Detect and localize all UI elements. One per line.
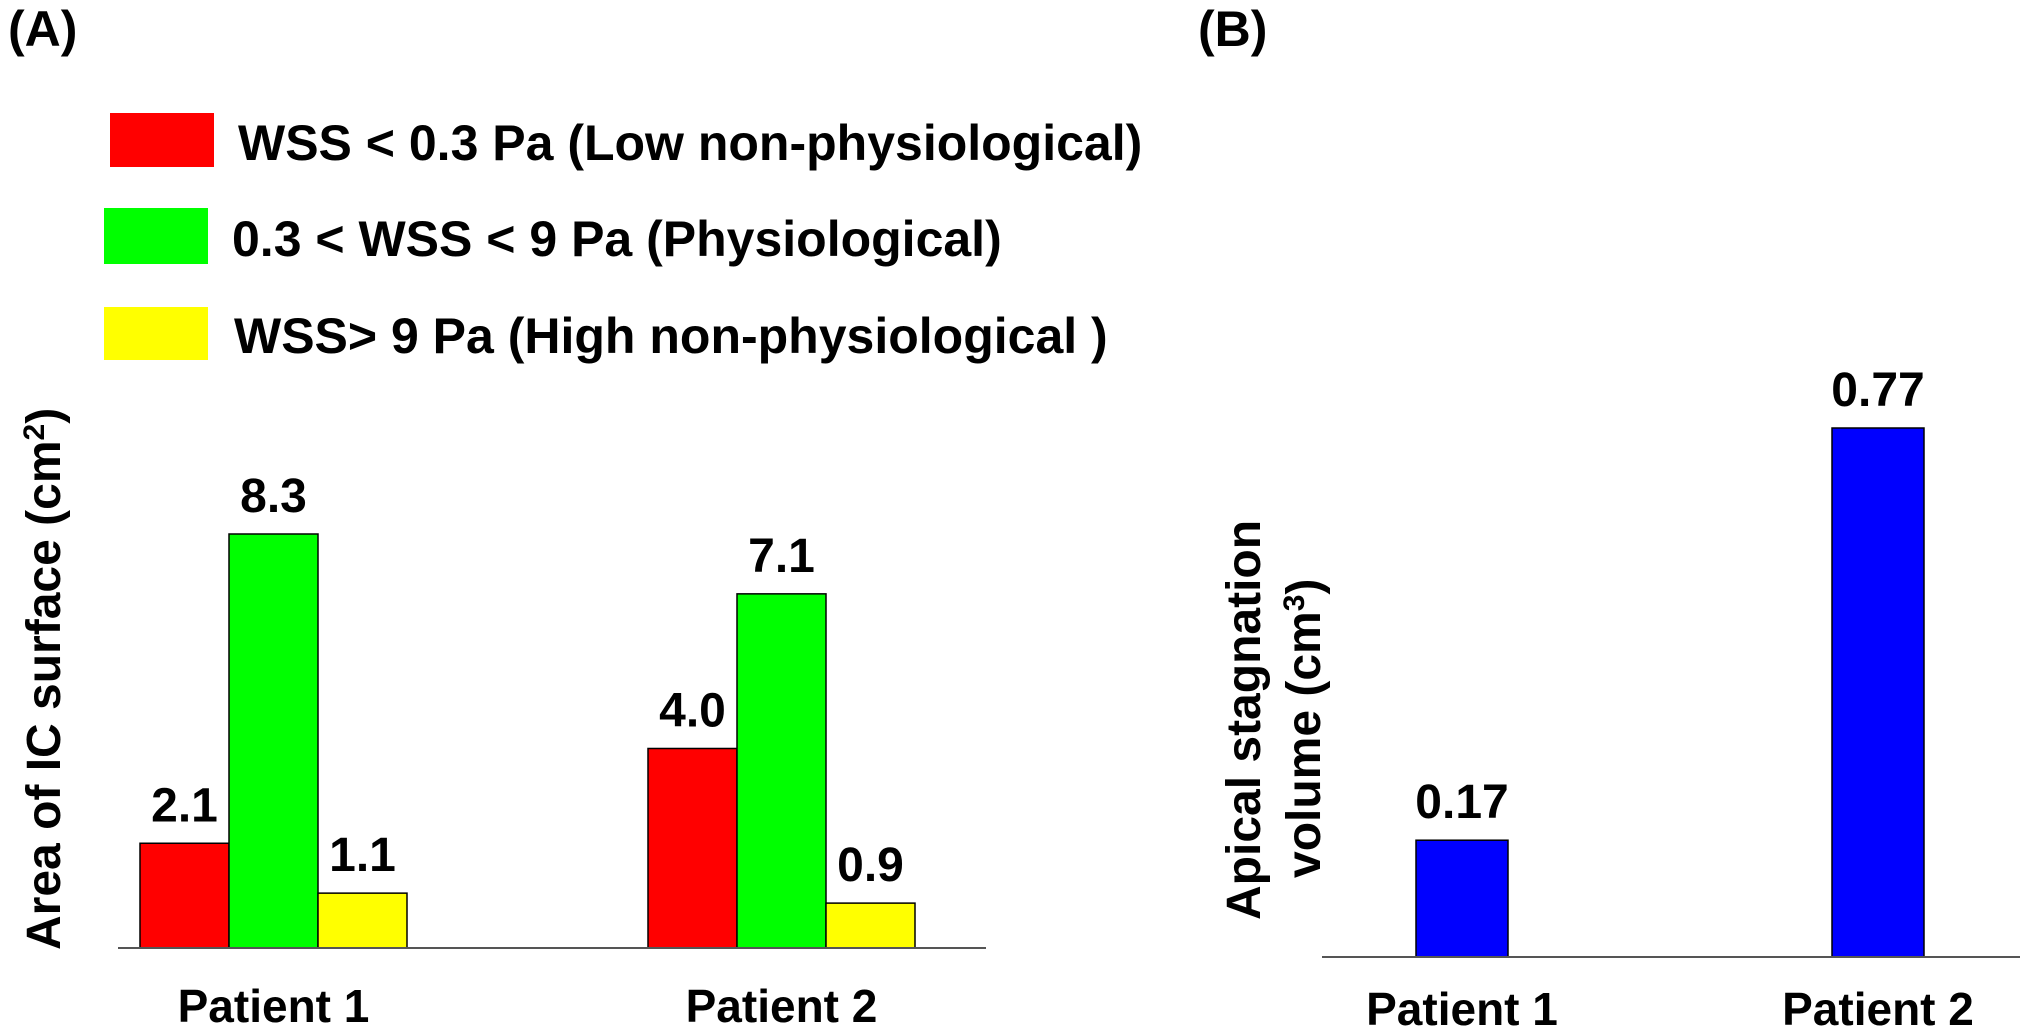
bar-patient-1-s1 [1415, 839, 1509, 958]
panel-b-y-axis-title-line2: volume (cm3) [1278, 579, 1331, 878]
panel-a-label: (A) [8, 1, 77, 57]
bar-value-label: 8.3 [240, 470, 307, 523]
bar-patient-2-s1 [1831, 427, 1925, 958]
panel-b-y-axis-title-line1: Apical stagnation [1218, 520, 1271, 920]
panel-a-y-axis-title: Area of IC surface (cm2) [18, 408, 71, 950]
bar-patient-2-s2 [736, 593, 827, 949]
bar-value-label: 0.17 [1415, 776, 1508, 829]
bar-patient-1-s3 [317, 892, 408, 949]
x-tick-label: Patient 2 [686, 980, 878, 1032]
x-tick-label: Patient 1 [1366, 983, 1558, 1034]
panel-b-bars: 0.17 Patient 1 0.77 Patient 2 [1366, 364, 1974, 1034]
bar-patient-1-s1 [139, 842, 230, 949]
legend-swatch-high [104, 307, 208, 360]
bar-patient-1-s2 [228, 533, 319, 949]
bar-value-label: 0.9 [837, 839, 904, 892]
bar-value-label: 0.77 [1831, 364, 1924, 417]
bar-patient-2-s3 [825, 902, 916, 949]
panel-b-label: (B) [1198, 1, 1267, 57]
legend-swatch-low [110, 113, 214, 167]
legend-label-high: WSS> 9 Pa (High non-physiological ) [234, 308, 1108, 364]
x-tick-label: Patient 1 [178, 980, 370, 1032]
legend-swatch-physiological [104, 208, 208, 264]
legend-label-low: WSS < 0.3 Pa (Low non-physiological) [238, 115, 1142, 171]
bar-value-label: 4.0 [659, 684, 726, 737]
panel-a-bars: 2.1 8.3 1.1 Patient 1 4.0 7.1 0.9 Patient 2 [139, 470, 916, 1032]
bar-value-label: 2.1 [151, 779, 218, 832]
bar-value-label: 1.1 [329, 829, 396, 882]
bar-patient-2-s1 [647, 747, 738, 949]
x-tick-label: Patient 2 [1782, 983, 1974, 1034]
bar-value-label: 7.1 [748, 530, 815, 583]
panel-a-legend: WSS < 0.3 Pa (Low non-physiological) 0.3… [104, 113, 1142, 364]
legend-label-physiological: 0.3 < WSS < 9 Pa (Physiological) [232, 211, 1002, 267]
